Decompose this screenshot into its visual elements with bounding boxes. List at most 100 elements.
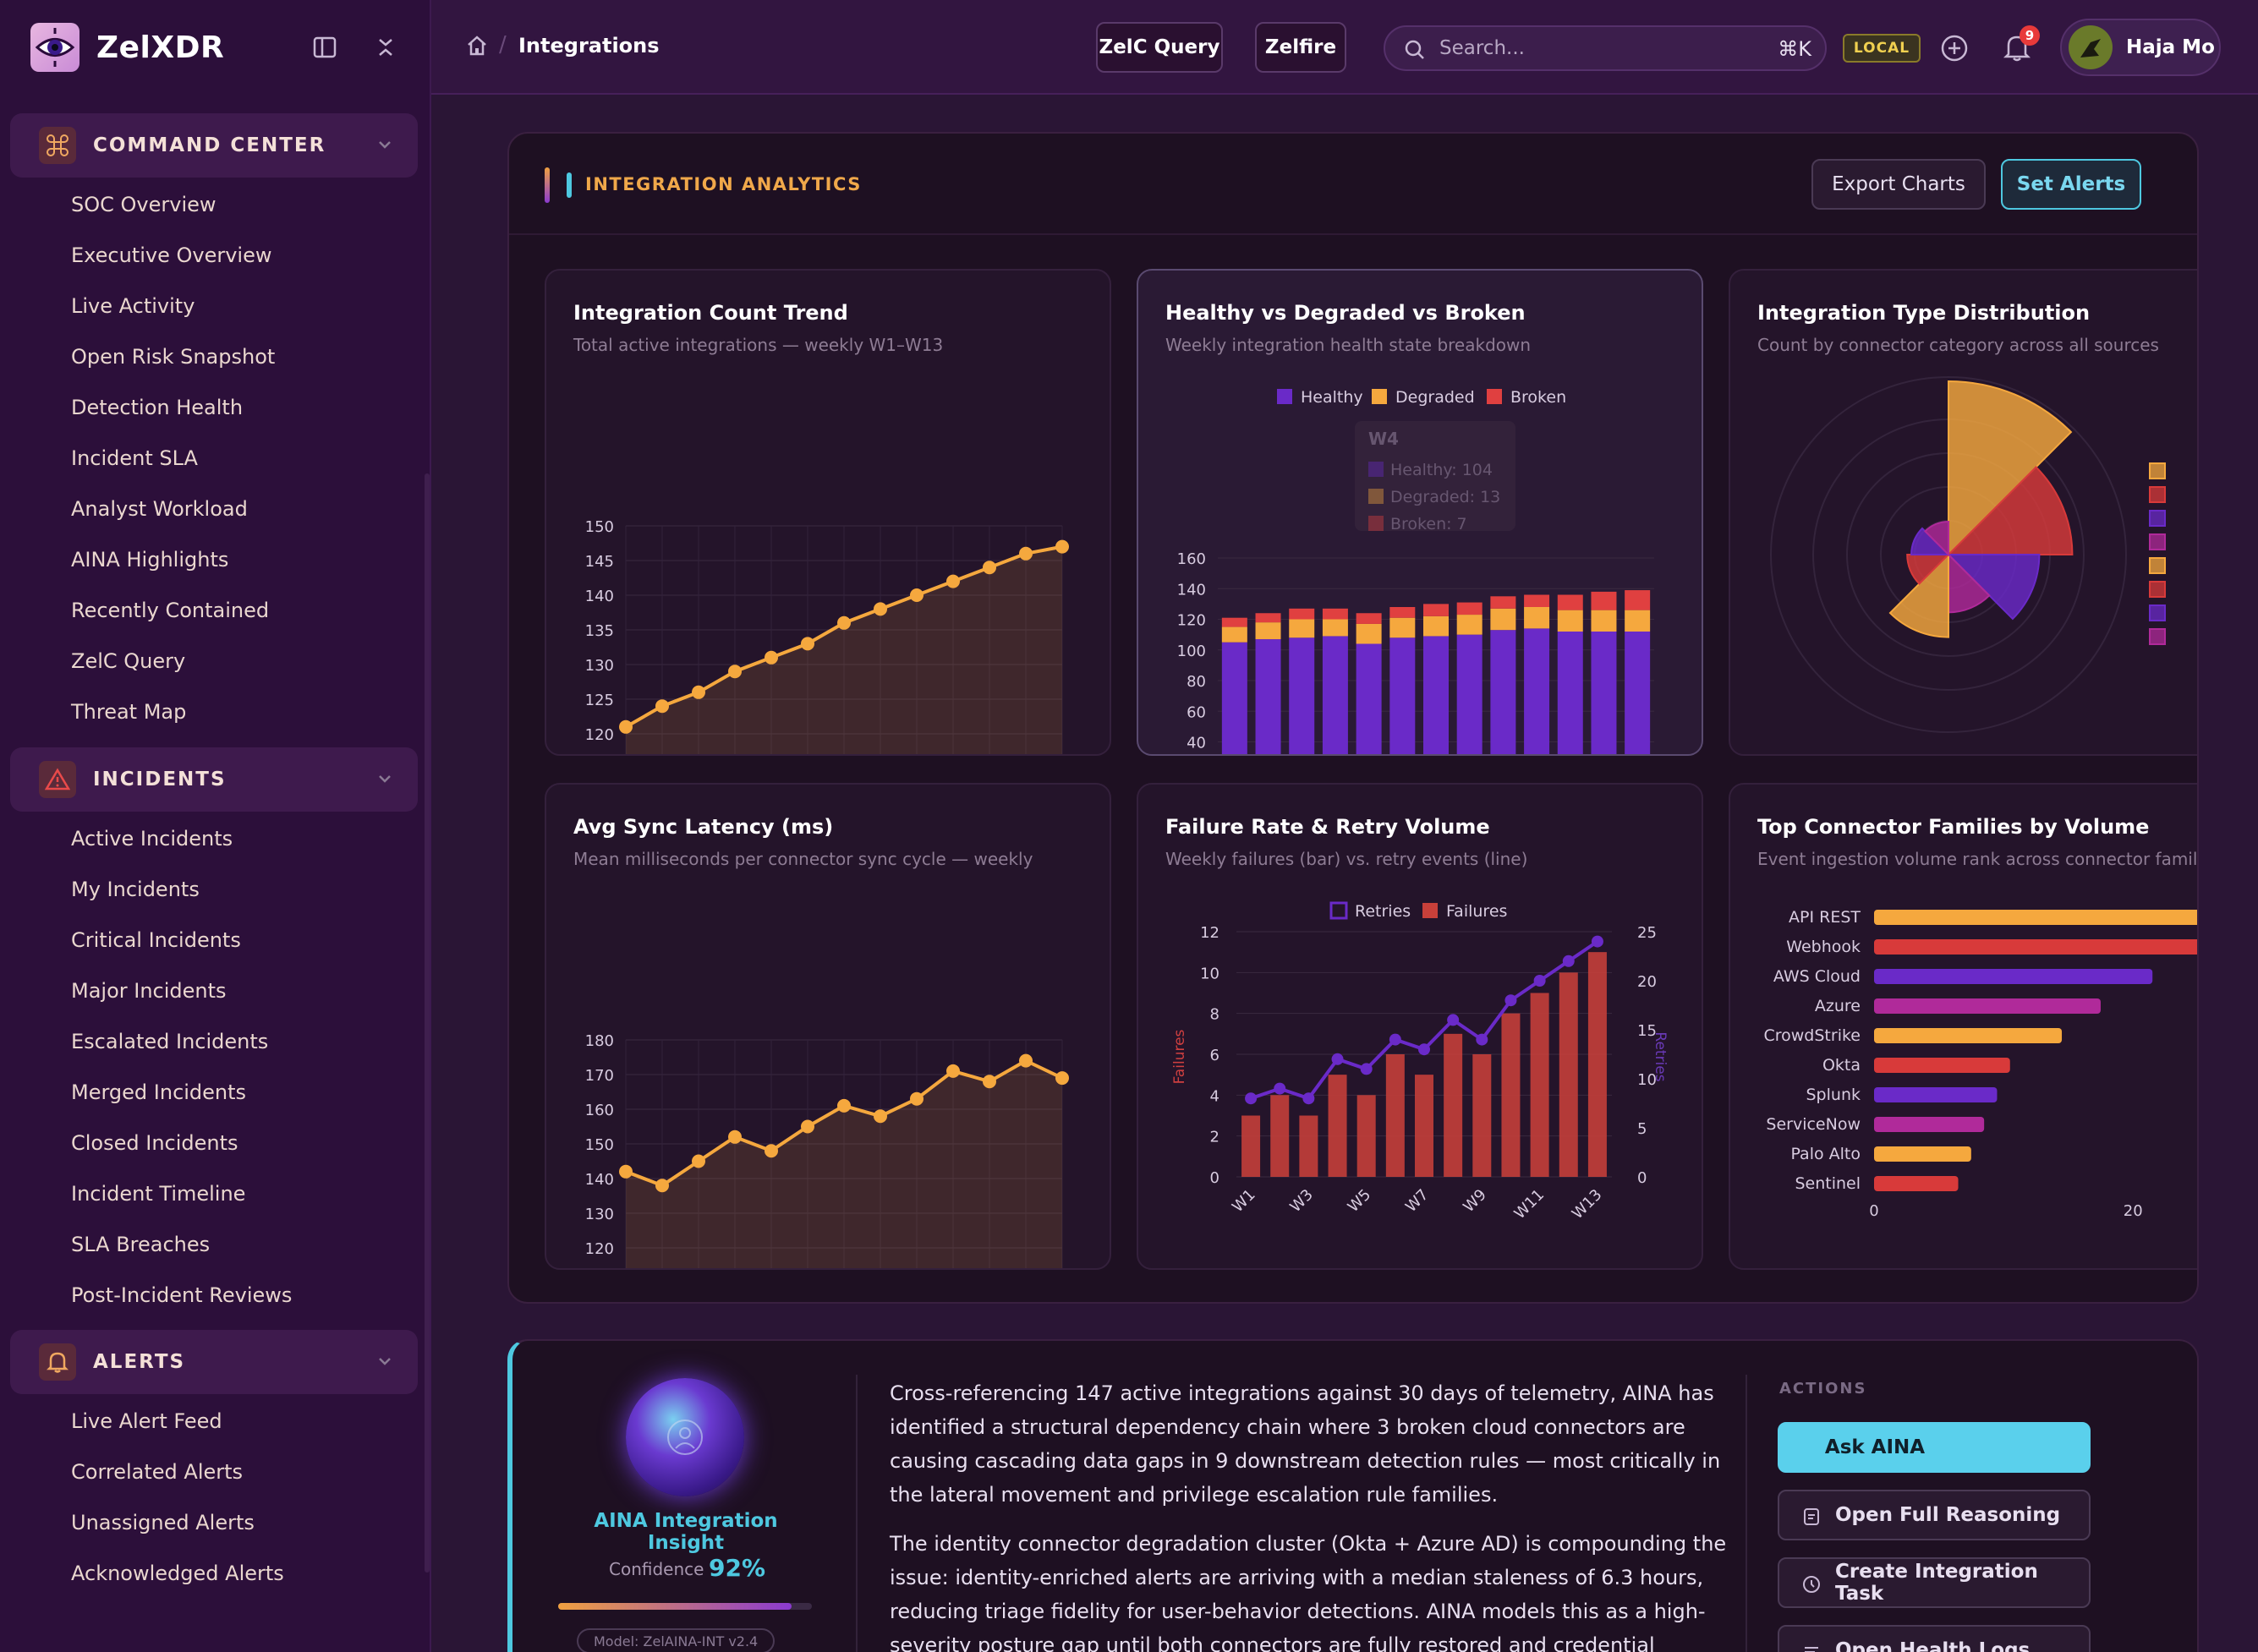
notifications-bell-icon[interactable]: [2003, 32, 2031, 66]
top-bar: / Integrations ZelC Query Zelfire Search…: [431, 0, 2258, 95]
chart-card-count: Integration Count Trend Total active int…: [545, 269, 1111, 756]
insight-paragraph: The identity connector degradation clust…: [890, 1532, 1727, 1652]
open-full-reasoning-button[interactable]: Open Full Reasoning: [1778, 1490, 2091, 1540]
failure-bar: [1444, 1033, 1463, 1177]
zelfire-button[interactable]: Zelfire: [1255, 22, 1346, 73]
sidebar-item-live-alert-feed[interactable]: Live Alert Feed: [71, 1409, 222, 1433]
zelc-query-button[interactable]: ZelC Query: [1096, 22, 1223, 73]
sidebar-scrollbar[interactable]: [425, 473, 430, 1573]
polar-slice: [1946, 554, 2041, 621]
tooltip-swatch: [1368, 516, 1384, 531]
sidebar-section-alerts[interactable]: ALERTS: [10, 1330, 418, 1394]
x-tick-label: W9: [1460, 1186, 1490, 1217]
home-icon[interactable]: [465, 34, 489, 61]
bar-segment: [1221, 642, 1247, 754]
bar-segment: [1255, 639, 1281, 754]
bar-segment: [1557, 632, 1583, 754]
data-point: [655, 699, 669, 714]
volume-bar: [1874, 1176, 1959, 1191]
sidebar-item-aina-highlights[interactable]: AINA Highlights: [71, 548, 229, 572]
open-health-logs-button[interactable]: Open Health Logs: [1778, 1625, 2091, 1652]
sidebar-item-recently-contained[interactable]: Recently Contained: [71, 599, 270, 622]
tooltip-swatch: [1368, 462, 1384, 477]
retry-point: [1302, 1092, 1315, 1105]
sidebar-toggle-icon[interactable]: [310, 32, 340, 63]
legend-swatch: [1277, 389, 1292, 404]
sidebar-section-command-center[interactable]: COMMAND CENTER: [10, 113, 418, 178]
accent-bar: [567, 172, 572, 198]
data-point: [946, 574, 960, 588]
sidebar-item-incident-timeline[interactable]: Incident Timeline: [71, 1182, 246, 1206]
sidebar-item-acknowledged-alerts[interactable]: Acknowledged Alerts: [71, 1562, 284, 1585]
sidebar-item-post-incident-reviews[interactable]: Post-Incident Reviews: [71, 1283, 293, 1307]
y-tick-label: 125: [585, 692, 614, 709]
sidebar-item-my-incidents[interactable]: My Incidents: [71, 878, 200, 901]
bar-segment: [1221, 626, 1247, 643]
create-integration-task-button[interactable]: Create Integration Task: [1778, 1557, 2091, 1608]
integration-analytics-panel: INTEGRATION ANALYTICS Export Charts Set …: [507, 132, 2199, 1304]
env-badge: LOCAL: [1843, 34, 1921, 63]
sidebar-item-detection-health[interactable]: Detection Health: [71, 396, 244, 419]
retry-point: [1274, 1082, 1286, 1095]
set-alerts-button[interactable]: Set Alerts: [2001, 159, 2141, 210]
sidebar-item-soc-overview[interactable]: SOC Overview: [71, 193, 216, 216]
chart-subtitle: Mean milliseconds per connector sync cyc…: [573, 849, 1033, 869]
sidebar-item-sla-breaches[interactable]: SLA Breaches: [71, 1233, 211, 1256]
bar-segment: [1490, 608, 1516, 631]
sidebar-item-live-activity[interactable]: Live Activity: [71, 294, 195, 318]
legend-label: Failures: [1446, 902, 1507, 921]
tooltip-title: W4: [1368, 429, 1399, 449]
aina-orb-icon: [626, 1378, 744, 1496]
sidebar-item-zelc-query[interactable]: ZelC Query: [71, 649, 186, 673]
sidebar-item-merged-incidents[interactable]: Merged Incidents: [71, 1080, 247, 1104]
brand[interactable]: ZelXDR: [0, 0, 430, 95]
user-menu[interactable]: Haja Mo: [2060, 19, 2221, 76]
sidebar-item-major-incidents[interactable]: Major Incidents: [71, 979, 227, 1003]
bar-segment: [1423, 636, 1449, 754]
actions-label: ACTIONS: [1779, 1380, 1867, 1398]
data-point: [874, 602, 887, 616]
sidebar-item-incident-sla[interactable]: Incident SLA: [71, 446, 198, 470]
bar-segment: [1289, 637, 1315, 754]
confidence-bar-fill: [558, 1603, 792, 1610]
export-charts-button[interactable]: Export Charts: [1811, 159, 1986, 210]
chart-card-latency: Avg Sync Latency (ms) Mean milliseconds …: [545, 783, 1111, 1270]
x-tick-label: W3: [1286, 1186, 1317, 1217]
sidebar-item-escalated-incidents[interactable]: Escalated Incidents: [71, 1030, 269, 1053]
ask-aina-button[interactable]: Ask AINA: [1778, 1422, 2091, 1473]
sidebar-item-threat-map[interactable]: Threat Map: [71, 700, 187, 724]
sidebar-item-correlated-alerts[interactable]: Correlated Alerts: [71, 1460, 244, 1484]
volume-bar: [1874, 998, 2101, 1014]
bar-segment: [1625, 632, 1651, 754]
y-tick-label: 8: [1210, 1006, 1219, 1024]
sidebar-item-unassigned-alerts[interactable]: Unassigned Alerts: [71, 1511, 255, 1534]
retry-point: [1476, 1033, 1488, 1046]
data-point: [728, 1130, 742, 1144]
search-shortcut: ⌘K: [1778, 37, 1811, 61]
chart-subtitle: Event ingestion volume rank across conne…: [1757, 849, 2199, 869]
bar-segment: [1423, 604, 1449, 616]
sidebar-item-closed-incidents[interactable]: Closed Incidents: [71, 1131, 238, 1155]
sidebar-item-analyst-workload[interactable]: Analyst Workload: [71, 497, 248, 521]
sidebar-item-open-risk-snapshot[interactable]: Open Risk Snapshot: [71, 345, 276, 369]
add-icon[interactable]: [1940, 34, 1969, 66]
y-tick-label: 120: [585, 1240, 614, 1258]
data-point: [874, 1109, 887, 1124]
y-tick-label: 130: [585, 657, 614, 675]
polar-slice: [1906, 554, 1951, 585]
collapse-icon[interactable]: [370, 32, 401, 63]
search-input[interactable]: Search... ⌘K: [1384, 25, 1827, 71]
sidebar-section-incidents[interactable]: INCIDENTS: [10, 747, 418, 812]
sidebar-item-critical-incidents[interactable]: Critical Incidents: [71, 928, 241, 952]
legend-swatch: [1329, 901, 1348, 920]
panel-header: INTEGRATION ANALYTICS Export Charts Set …: [509, 134, 2197, 235]
breadcrumb-current[interactable]: Integrations: [518, 34, 660, 57]
failure-bar: [1501, 1013, 1521, 1177]
user-name: Haja Mo: [2126, 36, 2215, 58]
area-fill: [626, 546, 1062, 754]
volume-bar: [1874, 1146, 1971, 1162]
legend-label: Healthy: [1301, 388, 1363, 407]
sidebar-item-executive-overview[interactable]: Executive Overview: [71, 243, 272, 267]
sidebar-item-active-incidents[interactable]: Active Incidents: [71, 827, 233, 851]
bar-segment: [1625, 610, 1651, 632]
